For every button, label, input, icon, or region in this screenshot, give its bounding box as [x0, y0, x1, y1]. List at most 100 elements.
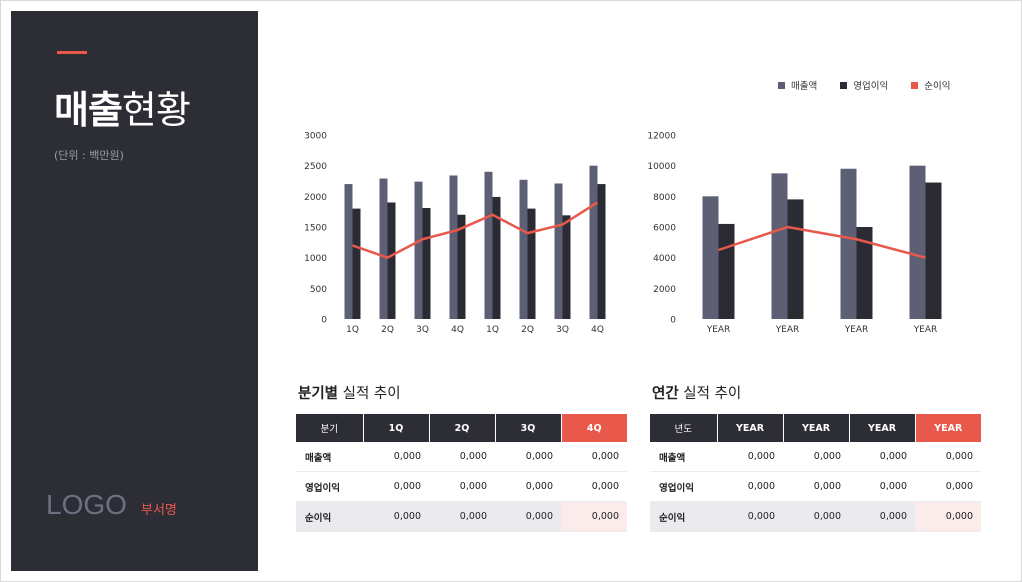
row-label: 영업이익 [650, 471, 717, 502]
legend-label-sales: 매출액 [791, 81, 818, 92]
x-tick-label: 3Q [556, 325, 569, 335]
table-row: 순이익 0,000 0,000 0,000 0,000 [296, 501, 627, 532]
table-cell: 0,000 [849, 501, 915, 532]
table-cell: 0,000 [363, 442, 429, 472]
bar-sales [414, 181, 423, 319]
sidebar-panel: 매출현황 (단위 : 백만원) LOGO 부서명 [11, 11, 258, 571]
bar-operating [925, 182, 942, 319]
table-row: 영업이익 0,000 0,000 0,000 0,000 [650, 471, 981, 502]
quarterly-table: 분기 1Q 2Q 3Q 4Q 매출액 0,000 0,000 0,000 0,0… [296, 414, 627, 532]
title-light: 현황 [121, 88, 191, 132]
table-cell: 0,000 [429, 442, 495, 472]
header-cell: 1Q [363, 414, 430, 442]
x-tick-label: YEAR [706, 325, 731, 335]
row-label: 매출액 [296, 442, 363, 472]
x-tick-label: 3Q [416, 325, 429, 335]
quarterly-title-bold: 분기별 [298, 386, 339, 402]
table-cell: 0,000 [717, 501, 783, 532]
header-cell-highlight: 4Q [561, 414, 627, 442]
page-title: 매출현황 [54, 79, 191, 134]
table-cell: 0,000 [495, 501, 561, 532]
bar-sales [379, 178, 388, 319]
annual-title-bold: 연간 [652, 386, 679, 402]
accent-bar [57, 51, 87, 54]
legend-item-net: 순이익 [911, 78, 951, 92]
line-net-income [352, 201, 599, 259]
legend-swatch-sales [778, 81, 785, 89]
y-tick-label: 0 [670, 316, 676, 326]
bar-operating [422, 207, 431, 319]
table-cell: 0,000 [783, 471, 849, 502]
y-tick-label: 8000 [653, 193, 676, 203]
row-label: 순이익 [650, 501, 717, 532]
annual-title-rest: 실적 추이 [678, 386, 742, 402]
table-cell: 0,000 [561, 501, 627, 532]
table-cell: 0,000 [783, 442, 849, 472]
bar-operating [352, 208, 361, 319]
legend-label-net: 순이익 [924, 81, 951, 92]
bar-operating [597, 184, 606, 319]
bar-sales [554, 183, 563, 319]
header-cell: 년도 [650, 414, 718, 442]
x-tick-label: 4Q [451, 325, 464, 335]
unit-note: (단위 : 백만원) [54, 149, 124, 162]
y-tick-label: 4000 [653, 254, 676, 264]
y-tick-label: 2500 [304, 162, 327, 172]
table-header-row: 분기 1Q 2Q 3Q 4Q [296, 414, 627, 442]
y-tick-label: 10000 [647, 162, 676, 172]
department-name: 부서명 [141, 503, 177, 518]
y-tick-label: 1000 [304, 254, 327, 264]
x-tick-label: 2Q [381, 325, 394, 335]
table-cell: 0,000 [717, 471, 783, 502]
title-bold: 매출 [54, 88, 123, 132]
bar-sales [589, 165, 598, 319]
y-tick-label: 2000 [304, 193, 327, 203]
table-cell: 0,000 [915, 471, 981, 502]
bar-sales [909, 165, 926, 319]
annual-section-title: 연간 실적 추이 [652, 382, 741, 403]
table-cell: 0,000 [495, 442, 561, 472]
y-tick-label: 2000 [653, 285, 676, 295]
y-tick-label: 0 [321, 316, 327, 326]
legend-label-operating: 영업이익 [853, 81, 889, 92]
bar-sales [484, 171, 493, 319]
bar-sales [771, 173, 788, 319]
y-tick-label: 3000 [304, 132, 327, 142]
row-label: 순이익 [296, 501, 363, 532]
bar-operating [457, 214, 466, 319]
x-tick-label: YEAR [775, 325, 800, 335]
bar-sales [840, 168, 857, 319]
x-tick-label: 1Q [486, 325, 499, 335]
bar-sales [344, 184, 353, 319]
quarterly-section-title: 분기별 실적 추이 [298, 382, 401, 403]
table-cell: 0,000 [783, 501, 849, 532]
table-cell: 0,000 [429, 501, 495, 532]
y-tick-label: 6000 [653, 224, 676, 234]
header-cell: YEAR [849, 414, 916, 442]
header-cell: 분기 [296, 414, 364, 442]
bar-sales [449, 175, 458, 319]
header-cell-highlight: YEAR [915, 414, 981, 442]
quarterly-chart: 0 500 1000 1500 2000 2500 3000 1Q 2Q 3Q 4Q 1Q 2Q 3Q 4Q [304, 132, 606, 335]
table-row: 순이익 0,000 0,000 0,000 0,000 [650, 501, 981, 532]
table-cell: 0,000 [717, 442, 783, 472]
header-cell: YEAR [717, 414, 784, 442]
table-header-row: 년도 YEAR YEAR YEAR YEAR [650, 414, 981, 442]
bar-sales [702, 196, 719, 319]
row-label: 영업이익 [296, 471, 363, 502]
x-tick-label: 4Q [591, 325, 604, 335]
table-cell: 0,000 [915, 501, 981, 532]
row-label: 매출액 [650, 442, 717, 472]
bar-operating [856, 227, 873, 319]
table-row: 영업이익 0,000 0,000 0,000 0,000 [296, 471, 627, 502]
table-cell: 0,000 [363, 471, 429, 502]
x-tick-label: YEAR [913, 325, 938, 335]
table-cell: 0,000 [561, 471, 627, 502]
y-tick-label: 12000 [647, 132, 676, 142]
legend-swatch-net [911, 81, 919, 89]
chart-legend: 매출액 영업이익 순이익 [778, 78, 971, 92]
header-cell: 3Q [495, 414, 562, 442]
quarterly-title-rest: 실적 추이 [338, 386, 401, 402]
x-tick-label: 1Q [346, 325, 359, 335]
bar-operating [718, 223, 735, 319]
